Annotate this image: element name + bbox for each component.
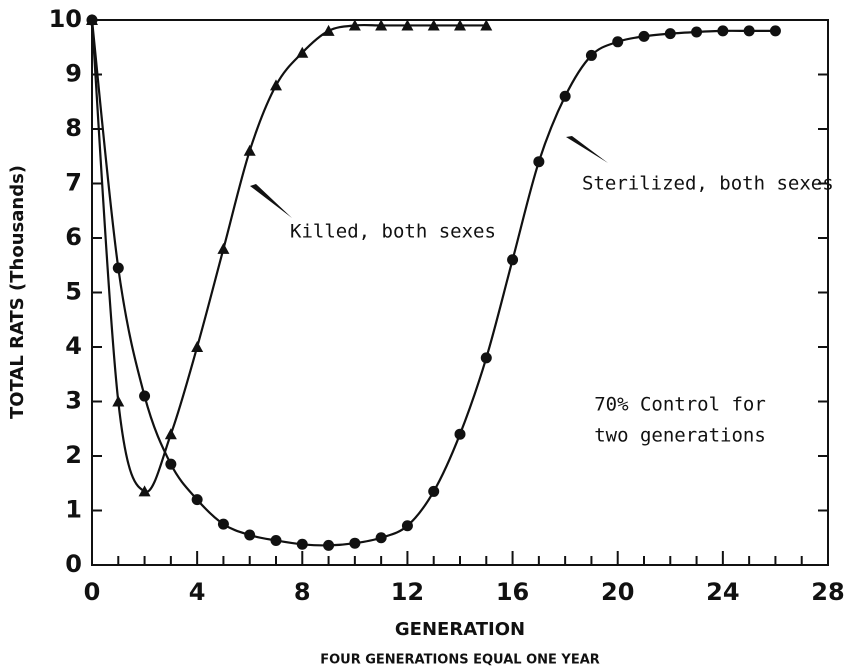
x-tick-label: 28 bbox=[811, 578, 844, 606]
marker bbox=[217, 242, 230, 254]
marker bbox=[612, 36, 624, 48]
marker bbox=[717, 25, 729, 37]
marker bbox=[349, 537, 361, 549]
marker bbox=[375, 19, 388, 31]
plot-frame bbox=[91, 19, 829, 566]
x-tick-label: 20 bbox=[601, 578, 634, 606]
x-tick-label: 4 bbox=[189, 578, 206, 606]
series-line bbox=[90, 19, 776, 547]
y-tick-label: 2 bbox=[65, 441, 82, 469]
marker bbox=[533, 156, 545, 168]
marker bbox=[427, 19, 440, 31]
marker bbox=[401, 520, 413, 532]
marker bbox=[638, 30, 650, 42]
marker bbox=[138, 485, 151, 497]
marker bbox=[322, 24, 335, 36]
x-tick-label: 24 bbox=[706, 578, 739, 606]
marker bbox=[507, 254, 519, 266]
marker bbox=[375, 532, 387, 544]
x-tick-label: 16 bbox=[496, 578, 529, 606]
marker bbox=[323, 539, 335, 551]
marker bbox=[480, 19, 493, 31]
y-tick-label: 10 bbox=[49, 5, 82, 33]
marker bbox=[296, 538, 308, 550]
y-tick-label: 6 bbox=[65, 223, 82, 251]
pointer bbox=[250, 184, 292, 218]
x-tick-label: 8 bbox=[294, 578, 311, 606]
marker bbox=[270, 534, 282, 546]
marker bbox=[112, 395, 125, 407]
y-tick-label: 0 bbox=[65, 550, 82, 578]
marker bbox=[112, 262, 124, 274]
marker bbox=[243, 144, 256, 156]
marker bbox=[664, 28, 676, 40]
y-tick-label: 4 bbox=[65, 332, 82, 360]
annotation: two generations bbox=[594, 425, 766, 447]
marker bbox=[348, 19, 361, 31]
marker bbox=[454, 19, 466, 31]
x-axis-label: GENERATION bbox=[395, 619, 525, 640]
marker bbox=[191, 341, 204, 352]
marker bbox=[691, 26, 703, 38]
marker bbox=[217, 518, 229, 530]
y-axis-label: TOTAL RATS (Thousands) bbox=[7, 165, 28, 419]
marker bbox=[165, 458, 177, 470]
y-tick-label: 1 bbox=[65, 496, 82, 524]
series-label: Killed, both sexes bbox=[290, 221, 496, 243]
marker bbox=[86, 14, 98, 26]
subtitle: FOUR GENERATIONS EQUAL ONE YEAR bbox=[320, 653, 600, 668]
y-tick-label: 9 bbox=[65, 60, 82, 88]
marker bbox=[401, 19, 414, 31]
marker bbox=[769, 25, 781, 37]
marker bbox=[164, 428, 177, 440]
y-tick-label: 7 bbox=[65, 169, 82, 197]
x-tick-label: 12 bbox=[391, 578, 424, 606]
y-tick-label: 8 bbox=[65, 114, 82, 142]
marker bbox=[585, 49, 597, 61]
y-tick-label: 3 bbox=[65, 387, 82, 415]
marker bbox=[244, 529, 256, 541]
marker bbox=[480, 352, 492, 364]
marker bbox=[191, 494, 203, 506]
marker bbox=[454, 428, 466, 440]
pointer bbox=[566, 136, 608, 163]
x-tick-label: 0 bbox=[84, 578, 101, 606]
marker bbox=[559, 90, 571, 102]
marker bbox=[139, 390, 151, 402]
annotation: 70% Control for bbox=[594, 394, 766, 416]
marker bbox=[743, 25, 755, 37]
series-label: Sterilized, both sexes bbox=[582, 173, 834, 195]
marker bbox=[428, 485, 440, 497]
marker bbox=[270, 79, 282, 91]
y-tick-label: 5 bbox=[65, 278, 82, 306]
marker bbox=[296, 46, 309, 58]
